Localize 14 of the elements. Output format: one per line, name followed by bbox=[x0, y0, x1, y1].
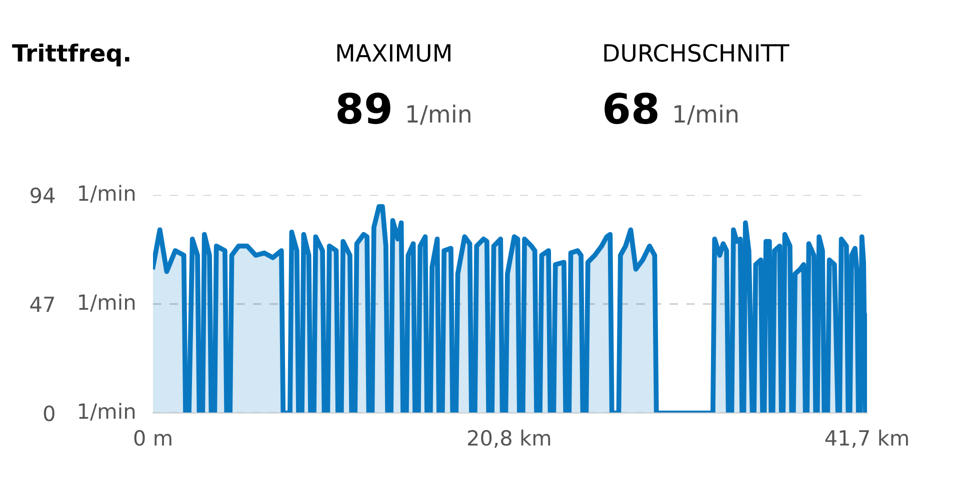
x-tick-label: 20,8 km bbox=[468, 430, 550, 448]
text: 1/min bbox=[79, 294, 135, 312]
y-axis-title: 1/min bbox=[79, 402, 135, 421]
text: 89 1/min bbox=[338, 92, 470, 125]
y-tick-label: 0 bbox=[44, 405, 54, 422]
text: DURCHSCHNITT bbox=[604, 44, 790, 62]
text: 68 1/min bbox=[604, 92, 738, 125]
text: MAXIMUM bbox=[337, 44, 450, 62]
y-tick-label: 94 bbox=[30, 187, 55, 204]
chart-title: Trittfreq. bbox=[12, 44, 130, 66]
x-tick-label: 0 m bbox=[134, 430, 172, 446]
text: 1/min bbox=[79, 184, 135, 203]
y-tick-label: 47 bbox=[30, 296, 54, 312]
x-tick-label: 41,7 km bbox=[825, 430, 908, 448]
